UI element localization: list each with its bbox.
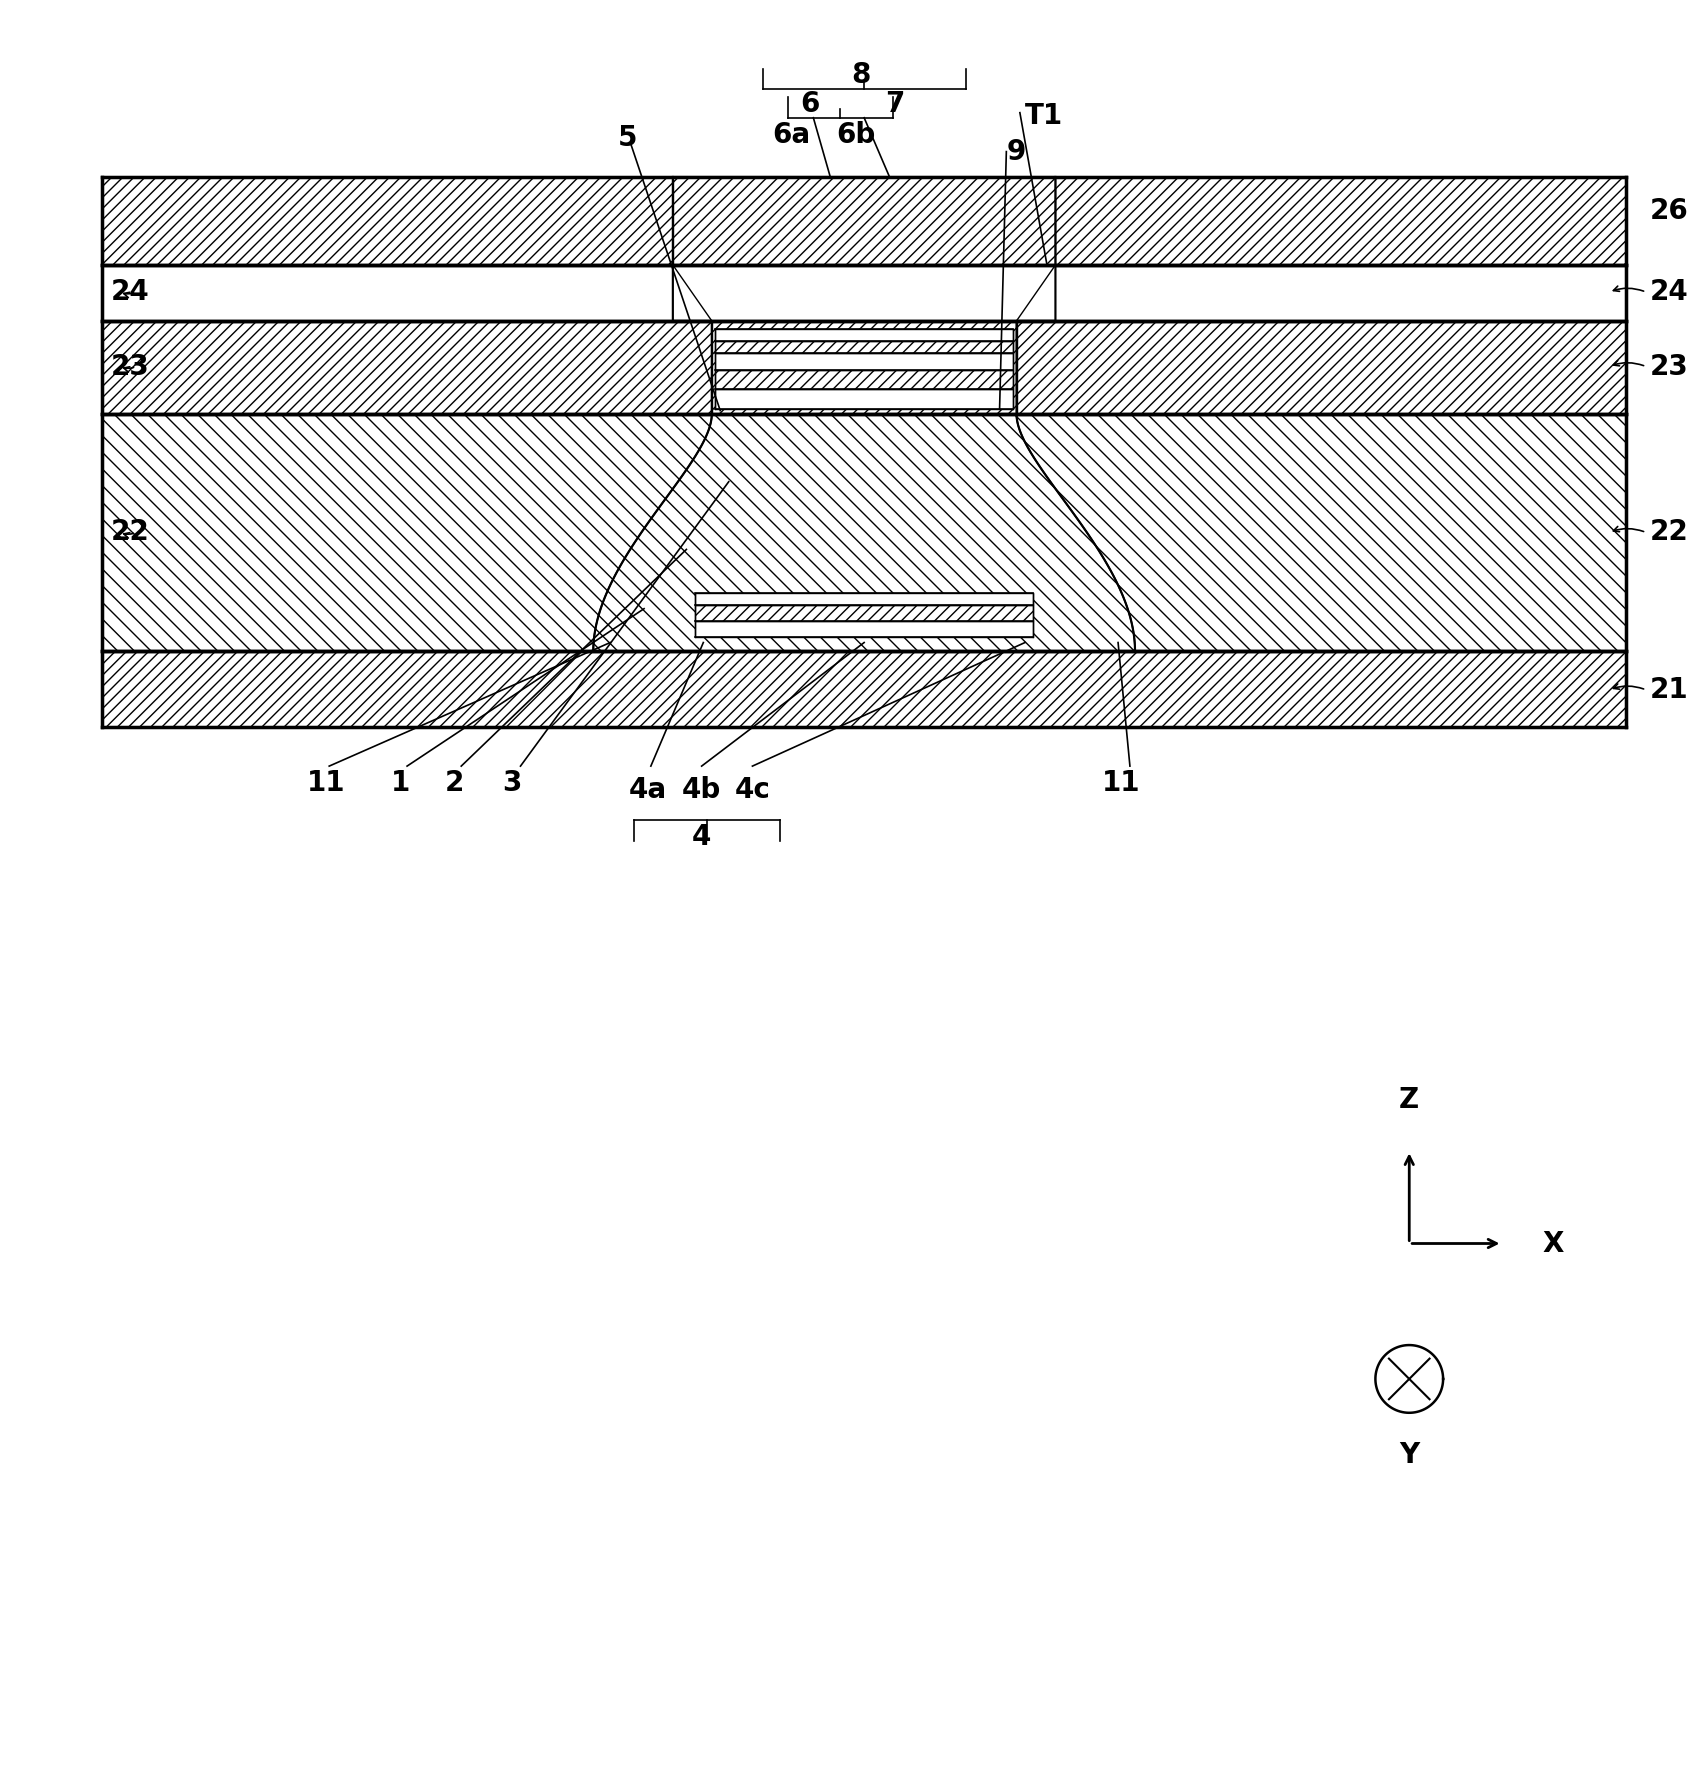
Polygon shape <box>715 341 1013 353</box>
Text: 4a: 4a <box>628 776 666 805</box>
Text: 11: 11 <box>307 769 346 797</box>
Polygon shape <box>715 329 1013 341</box>
Text: 2: 2 <box>444 769 465 797</box>
Polygon shape <box>695 606 1034 620</box>
Text: 26: 26 <box>1650 197 1688 226</box>
Text: 4c: 4c <box>734 776 770 805</box>
Text: 6: 6 <box>800 91 819 119</box>
Text: 11: 11 <box>1102 769 1141 797</box>
Polygon shape <box>715 369 1013 389</box>
Text: 3: 3 <box>502 769 521 797</box>
Polygon shape <box>102 321 1626 414</box>
Text: X: X <box>1543 1229 1563 1257</box>
Polygon shape <box>593 414 1134 652</box>
Polygon shape <box>673 178 1056 265</box>
Polygon shape <box>695 620 1034 638</box>
Polygon shape <box>102 414 1626 652</box>
Text: 23: 23 <box>1650 353 1688 380</box>
Text: T1: T1 <box>1025 101 1063 130</box>
Text: 6a: 6a <box>771 121 811 149</box>
Text: 5: 5 <box>618 124 637 153</box>
Text: 9: 9 <box>1006 137 1027 165</box>
Polygon shape <box>102 652 1626 726</box>
Polygon shape <box>102 265 1626 321</box>
Text: 4b: 4b <box>681 776 722 805</box>
Polygon shape <box>715 389 1013 408</box>
Polygon shape <box>102 178 1626 265</box>
Polygon shape <box>715 353 1013 369</box>
Text: Y: Y <box>1400 1440 1419 1469</box>
Text: 22: 22 <box>111 519 150 547</box>
Text: 8: 8 <box>852 62 870 89</box>
Polygon shape <box>695 593 1034 606</box>
Text: 23: 23 <box>111 353 150 380</box>
Polygon shape <box>712 321 1017 414</box>
Text: Z: Z <box>1400 1085 1419 1114</box>
Text: 4: 4 <box>691 824 712 851</box>
Text: 22: 22 <box>1650 519 1688 547</box>
Text: 1: 1 <box>390 769 410 797</box>
Text: 21: 21 <box>1650 677 1688 703</box>
Text: 24: 24 <box>1650 279 1688 305</box>
Text: 6b: 6b <box>836 121 875 149</box>
Polygon shape <box>593 178 1134 652</box>
Text: 7: 7 <box>886 91 904 119</box>
Text: 24: 24 <box>111 279 150 305</box>
Polygon shape <box>673 265 1056 321</box>
